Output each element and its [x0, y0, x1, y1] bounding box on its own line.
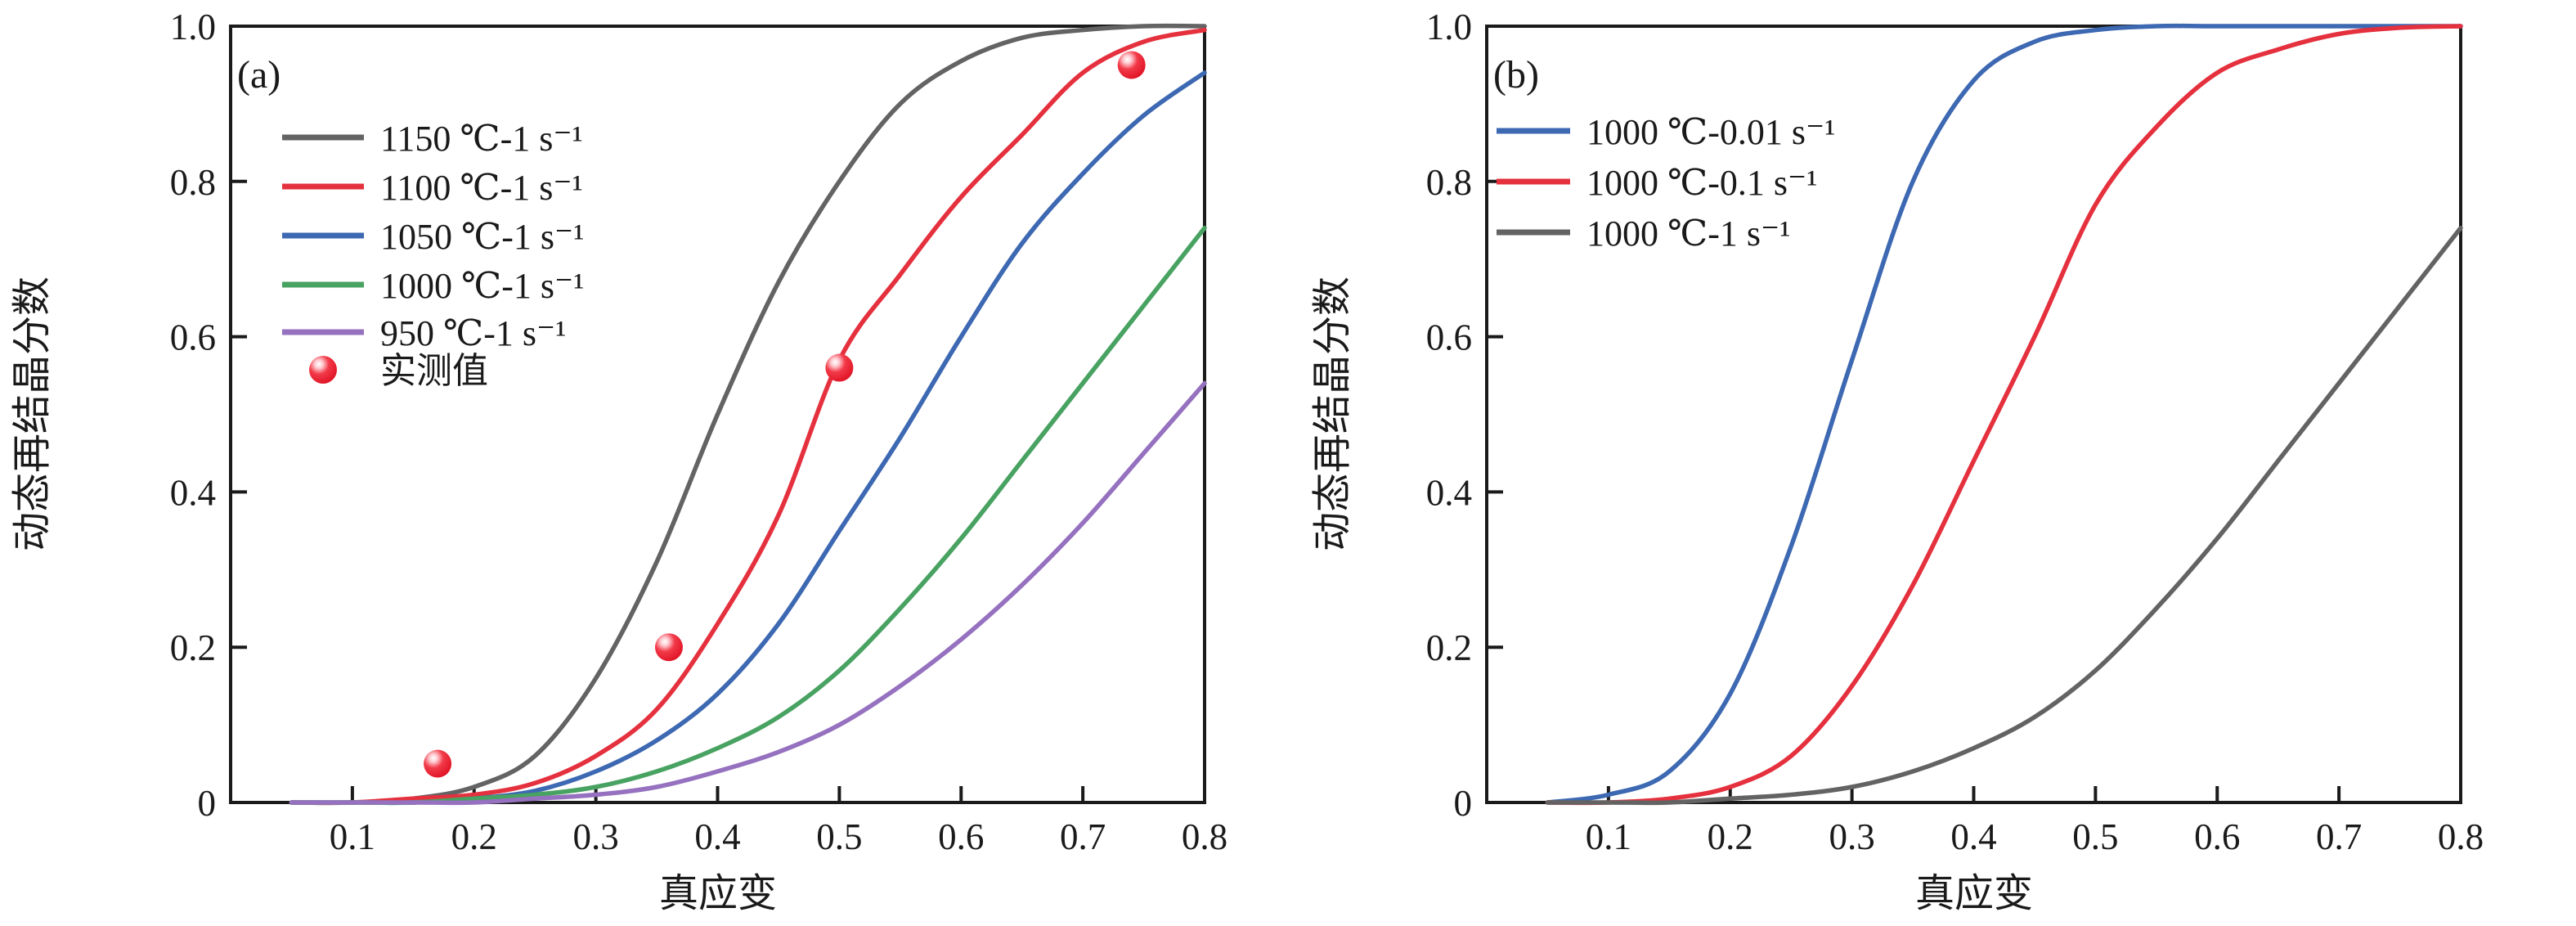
- series-line-2: [1545, 225, 2463, 806]
- y-tick-label: 0.2: [170, 627, 216, 668]
- measured-point: [1117, 51, 1146, 79]
- y-tick-label: 0.8: [1426, 162, 1472, 203]
- measured-point: [654, 633, 683, 662]
- y-tick-label: 0.4: [1426, 472, 1472, 513]
- y-axis-title-b: 动态再结晶分数: [1311, 276, 1354, 551]
- y-tick-label: 0.6: [1426, 317, 1472, 358]
- y-tick-label: 0.8: [170, 162, 216, 203]
- x-tick-label: 0.8: [1182, 816, 1227, 857]
- x-tick-label: 0.7: [2316, 816, 2362, 857]
- curves-b: [1545, 23, 2463, 806]
- x-tick-label: 0.5: [816, 816, 862, 857]
- x-tick-label: 0.6: [2194, 816, 2240, 857]
- x-tick-label: 0.2: [451, 816, 497, 857]
- legend-label-1150C: 1150 ℃-1 s⁻¹: [380, 119, 583, 159]
- y-tick-label: 1.0: [170, 7, 216, 47]
- legend-label-0p1: 1000 ℃-0.1 s⁻¹: [1586, 163, 1817, 203]
- x-tick-label: 0.3: [1829, 816, 1875, 857]
- x-axis-title-b: 真应变: [1915, 872, 2033, 915]
- y-tick-label: 0: [198, 783, 217, 824]
- y-tick-label: 0: [1454, 783, 1473, 824]
- panel-tag-a: (a): [237, 53, 280, 97]
- y-tick-label: 0.2: [1426, 627, 1472, 668]
- series-line-4: [289, 380, 1207, 806]
- measured-point: [424, 749, 452, 778]
- series-line-3: [289, 225, 1207, 806]
- measured-point: [825, 353, 854, 382]
- y-tick-label: 1.0: [1426, 7, 1472, 47]
- x-tick-label: 0.7: [1060, 816, 1106, 857]
- legend-label-1050C: 1050 ℃-1 s⁻¹: [380, 217, 584, 257]
- x-tick-label: 0.4: [694, 816, 740, 857]
- x-tick-label: 0.2: [1708, 816, 1753, 857]
- legend-b: 1000 ℃-0.01 s⁻¹ 1000 ℃-0.1 s⁻¹ 1000 ℃-1 …: [1497, 112, 1835, 254]
- legend-label-1: 1000 ℃-1 s⁻¹: [1586, 214, 1790, 254]
- panel-b: 0.1 0.2 0.3 0.4 0.5 0.6 0.7 0.8 0 0.2 0.4 0.6 0.8 1.0…: [1311, 7, 2484, 915]
- measured-points-a: [424, 51, 1146, 778]
- x-tick-label: 0.8: [2438, 816, 2484, 857]
- series-line-0: [289, 23, 1207, 806]
- legend-label-1100C: 1100 ℃-1 s⁻¹: [380, 168, 583, 208]
- x-tick-label: 0.3: [573, 816, 619, 857]
- legend-label-measured: 实测值: [380, 351, 488, 391]
- panel-tag-b: (b): [1493, 53, 1539, 97]
- axis-ticks-b: 0.1 0.2 0.3 0.4 0.5 0.6 0.7 0.8 0 0.2 0.4 0.6 0.8 1.0: [1426, 7, 2484, 857]
- axis-ticks-a: 0.1 0.2 0.3 0.4 0.5 0.6 0.7 0.8 0 0.2 0.4 0.6 0.8 1.0: [170, 7, 1227, 857]
- legend-a: 1150 ℃-1 s⁻¹ 1100 ℃-1 s⁻¹ 1050 ℃-1 s⁻¹ 1…: [282, 119, 584, 391]
- x-tick-label: 0.6: [938, 816, 984, 857]
- curves-a: [289, 23, 1207, 806]
- y-tick-label: 0.4: [170, 472, 216, 513]
- series-line-1: [289, 27, 1207, 806]
- x-axis-title-a: 真应变: [659, 872, 777, 915]
- x-tick-label: 0.1: [330, 816, 375, 857]
- y-tick-label: 0.6: [170, 317, 216, 358]
- x-tick-label: 0.5: [2072, 816, 2118, 857]
- series-line-0: [1545, 23, 2463, 805]
- legend-measured-marker-icon: [309, 356, 337, 384]
- x-tick-label: 0.1: [1586, 816, 1631, 857]
- legend-label-950C: 950 ℃-1 s⁻¹: [380, 313, 566, 353]
- legend-label-1000C: 1000 ℃-1 s⁻¹: [380, 266, 584, 306]
- panel-a: 0.1 0.2 0.3 0.4 0.5 0.6 0.7 0.8 0 0.2 0.4 0.6 0.8 1.0…: [11, 7, 1227, 915]
- y-axis-title-a: 动态再结晶分数: [11, 276, 54, 551]
- series-line-1: [1545, 24, 2463, 806]
- legend-label-0p01: 1000 ℃-0.01 s⁻¹: [1586, 112, 1835, 152]
- x-tick-label: 0.4: [1950, 816, 1996, 857]
